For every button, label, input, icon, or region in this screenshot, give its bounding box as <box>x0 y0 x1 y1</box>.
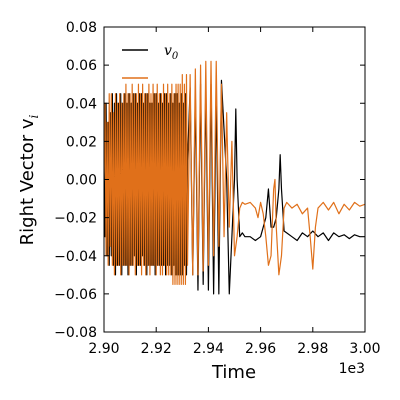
x-tick-label: 2.98 <box>297 341 328 357</box>
y-tick-label: 0.08 <box>66 20 97 36</box>
y-axis-ticks: 0.08 0.06 0.04 0.02 0.00 −0.02 −0.04 −0.06 −0.08 <box>54 20 365 341</box>
legend: v0 <box>122 43 179 79</box>
x-tick-label: 2.96 <box>245 341 276 357</box>
y-axis-label-text: Right Vector v <box>17 118 38 245</box>
y-axis-label-subscript: i <box>27 114 41 118</box>
series-line-v1 <box>104 60 365 285</box>
legend-label-v0: v0 <box>164 43 179 62</box>
x-tick-label: 2.94 <box>193 341 224 357</box>
y-tick-label: 0.06 <box>66 58 97 74</box>
legend-label-v0-subscript: 0 <box>172 51 179 62</box>
y-tick-label: 0.04 <box>66 96 97 112</box>
x-axis-scale-label: 1e3 <box>339 361 365 377</box>
y-tick-label: −0.04 <box>54 249 97 265</box>
y-tick-label: 0.02 <box>66 134 97 150</box>
y-tick-label: −0.08 <box>54 325 97 341</box>
x-axis-label: Time <box>211 362 256 383</box>
x-tick-label: 3.00 <box>349 341 380 357</box>
y-tick-label: 0.00 <box>66 173 97 189</box>
y-tick-label: −0.02 <box>54 211 97 227</box>
y-tick-label: −0.06 <box>54 287 97 303</box>
legend-label-v0-name: v <box>164 43 172 59</box>
x-tick-label: 2.90 <box>88 341 119 357</box>
y-axis-label: Right Vector vi <box>17 114 41 245</box>
x-tick-label: 2.92 <box>141 341 172 357</box>
x-axis-ticks: 2.90 2.92 2.94 2.96 2.98 3.00 <box>88 27 381 357</box>
series-layer <box>104 60 365 295</box>
